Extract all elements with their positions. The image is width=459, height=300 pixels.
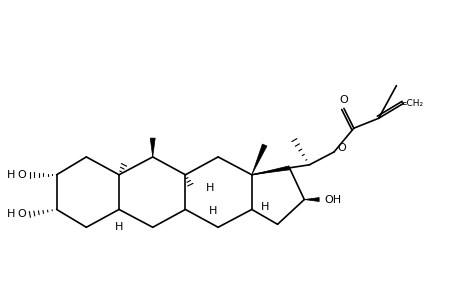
Text: OH: OH xyxy=(324,194,341,205)
Text: H: H xyxy=(7,170,15,180)
Polygon shape xyxy=(150,138,155,157)
Text: H: H xyxy=(7,209,15,219)
Text: O: O xyxy=(17,170,26,180)
Text: O: O xyxy=(17,209,26,219)
Text: O: O xyxy=(339,95,347,106)
Text: H: H xyxy=(206,183,214,193)
Polygon shape xyxy=(251,166,289,175)
Text: H: H xyxy=(115,222,123,232)
Polygon shape xyxy=(251,144,266,175)
Text: H: H xyxy=(208,206,217,216)
Text: O: O xyxy=(337,143,346,153)
Text: H: H xyxy=(260,202,268,212)
Text: =CH₂: =CH₂ xyxy=(398,99,422,108)
Polygon shape xyxy=(304,198,319,202)
